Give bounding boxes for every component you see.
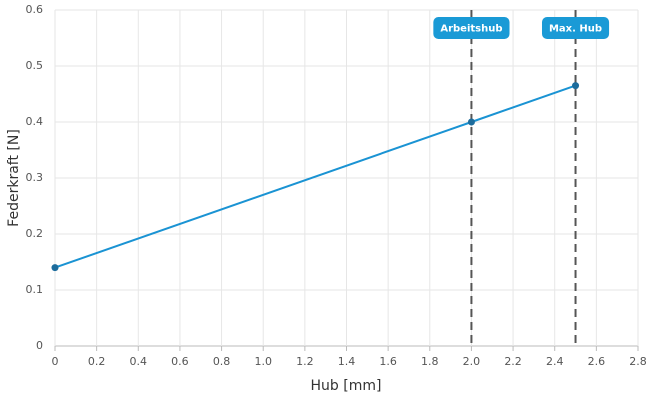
x-tick-label: 0.4: [130, 355, 148, 368]
x-tick-label: 0.2: [88, 355, 106, 368]
y-tick-label: 0.6: [26, 3, 44, 16]
x-tick-label: 1.2: [296, 355, 314, 368]
y-tick-label: 0.5: [26, 59, 44, 72]
marker-label: Arbeitshub: [440, 24, 502, 35]
x-tick-label: 1.4: [338, 355, 356, 368]
marker-box: [433, 17, 510, 39]
x-tick-label: 0.6: [171, 355, 189, 368]
marker-badge: Max. Hub: [541, 17, 610, 39]
x-tick-label: 2.4: [546, 355, 564, 368]
x-tick-label: 2.6: [588, 355, 606, 368]
y-tick-label: 0.4: [26, 115, 44, 128]
x-tick-label: 1.6: [379, 355, 397, 368]
marker-label: Max. Hub: [549, 24, 602, 35]
x-tick-label: 0.8: [213, 355, 231, 368]
y-tick-label: 0.2: [26, 227, 44, 240]
data-point: [51, 264, 59, 272]
data-point: [572, 82, 580, 90]
marker-box: [541, 17, 610, 39]
x-tick-label: 1.0: [254, 355, 272, 368]
y-tick-label: 0.3: [26, 171, 44, 184]
x-tick-label: 2.2: [504, 355, 522, 368]
x-axis-title: Hub [mm]: [311, 378, 382, 394]
y-tick-label: 0: [36, 339, 43, 352]
y-tick-label: 0.1: [26, 283, 44, 296]
x-tick-label: 0: [52, 355, 59, 368]
x-tick-label: 2.0: [463, 355, 481, 368]
data-point: [467, 118, 475, 126]
x-tick-label: 1.8: [421, 355, 439, 368]
x-tick-label: 2.8: [629, 355, 647, 368]
marker-badge: Arbeitshub: [433, 17, 510, 39]
y-axis-title: Federkraft [N]: [6, 129, 22, 227]
data-line: [54, 84, 576, 269]
